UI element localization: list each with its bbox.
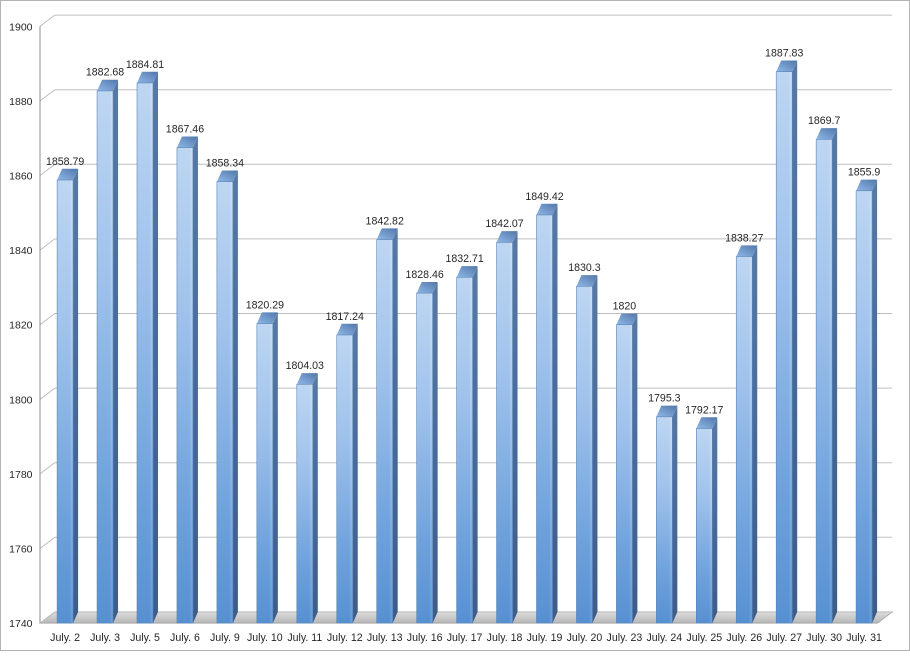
svg-text:1838.27: 1838.27 <box>725 232 763 244</box>
svg-text:July. 13: July. 13 <box>367 632 403 644</box>
svg-text:1880: 1880 <box>9 96 33 108</box>
svg-text:1842.07: 1842.07 <box>485 218 523 230</box>
svg-text:July. 23: July. 23 <box>607 632 643 644</box>
svg-text:1760: 1760 <box>9 544 33 556</box>
svg-text:July. 25: July. 25 <box>686 632 722 644</box>
svg-text:July. 18: July. 18 <box>487 632 523 644</box>
svg-text:July. 10: July. 10 <box>247 632 283 644</box>
svg-text:1884.81: 1884.81 <box>126 59 164 71</box>
svg-text:July. 11: July. 11 <box>287 632 322 644</box>
svg-text:1800: 1800 <box>9 394 33 406</box>
svg-text:July. 26: July. 26 <box>726 632 762 644</box>
svg-text:1830.3: 1830.3 <box>568 262 601 274</box>
svg-text:1795.3: 1795.3 <box>648 393 681 405</box>
svg-text:July. 3: July. 3 <box>90 632 120 644</box>
svg-text:1867.46: 1867.46 <box>166 123 204 135</box>
svg-text:1820: 1820 <box>613 301 637 313</box>
svg-text:July. 27: July. 27 <box>766 632 802 644</box>
svg-text:July. 2: July. 2 <box>50 632 80 644</box>
svg-text:July. 24: July. 24 <box>646 632 682 644</box>
svg-text:1817.24: 1817.24 <box>326 311 364 323</box>
svg-text:1792.17: 1792.17 <box>685 404 723 416</box>
svg-text:1740: 1740 <box>9 618 33 630</box>
svg-text:1780: 1780 <box>9 469 33 481</box>
svg-text:1858.79: 1858.79 <box>46 156 84 168</box>
svg-text:1840: 1840 <box>9 245 33 257</box>
svg-text:1882.68: 1882.68 <box>86 67 124 79</box>
svg-text:1869.7: 1869.7 <box>808 115 841 127</box>
svg-text:July. 30: July. 30 <box>806 632 842 644</box>
svg-text:1849.42: 1849.42 <box>525 191 563 203</box>
svg-text:1887.83: 1887.83 <box>765 47 803 59</box>
svg-text:1820: 1820 <box>9 320 33 332</box>
svg-text:July. 31: July. 31 <box>846 632 882 644</box>
svg-text:1860: 1860 <box>9 171 33 183</box>
svg-text:July. 19: July. 19 <box>527 632 563 644</box>
svg-text:July. 5: July. 5 <box>130 632 160 644</box>
svg-text:1855.9: 1855.9 <box>848 167 881 179</box>
svg-text:1900: 1900 <box>9 21 33 33</box>
svg-text:July. 12: July. 12 <box>327 632 363 644</box>
svg-text:1842.82: 1842.82 <box>366 215 404 227</box>
svg-text:1820.29: 1820.29 <box>246 299 284 311</box>
svg-text:1858.34: 1858.34 <box>206 157 244 169</box>
svg-text:July. 20: July. 20 <box>567 632 603 644</box>
svg-text:July. 16: July. 16 <box>407 632 443 644</box>
svg-text:1804.03: 1804.03 <box>286 360 324 372</box>
svg-text:July. 9: July. 9 <box>210 632 240 644</box>
svg-text:1832.71: 1832.71 <box>445 253 483 265</box>
svg-text:July. 17: July. 17 <box>447 632 483 644</box>
svg-text:July. 6: July. 6 <box>170 632 200 644</box>
svg-text:1828.46: 1828.46 <box>406 269 444 281</box>
